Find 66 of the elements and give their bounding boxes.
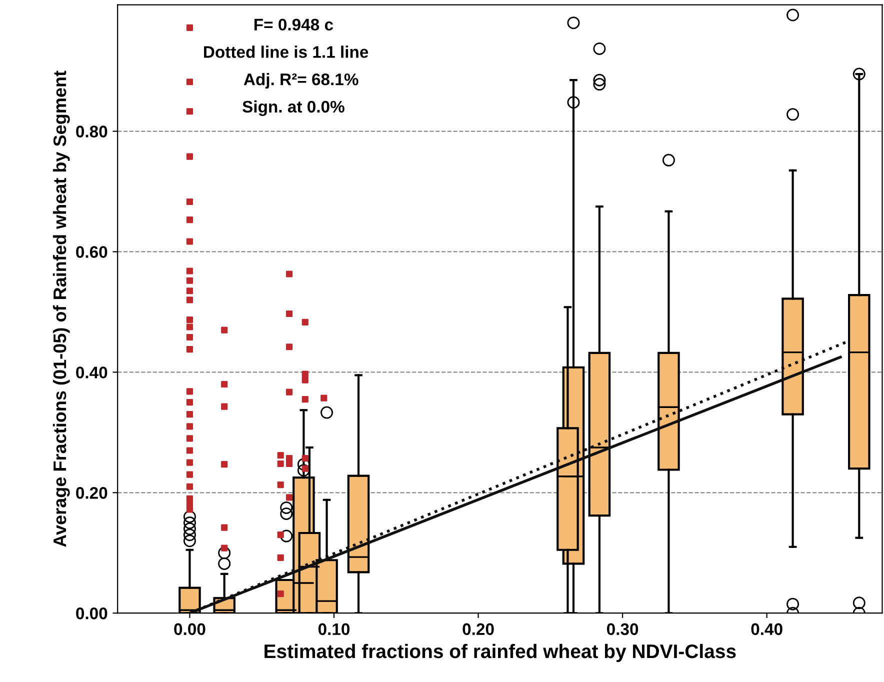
point [186, 388, 194, 395]
point [286, 270, 293, 278]
point [186, 471, 194, 478]
point [221, 461, 228, 468]
point [186, 495, 194, 502]
point [277, 452, 284, 459]
point [186, 501, 194, 508]
point [186, 324, 194, 330]
point [186, 316, 194, 324]
point [186, 153, 194, 160]
point [286, 494, 293, 501]
y-tick-label: 0.20 [76, 487, 108, 499]
annotation: Adj. R²= 68.1% [244, 73, 358, 89]
point [186, 238, 194, 245]
point [186, 216, 194, 224]
point [186, 268, 194, 274]
point [286, 344, 293, 350]
point [186, 198, 194, 206]
x-tick-label: 0.00 [174, 623, 206, 636]
annotation: Sign. at 0.0% [242, 100, 344, 116]
point [277, 532, 284, 538]
point [186, 483, 194, 490]
point [302, 396, 308, 403]
point [302, 376, 308, 384]
point [221, 403, 228, 410]
point [186, 288, 194, 294]
point [277, 460, 284, 468]
point [186, 435, 194, 442]
point [277, 590, 284, 598]
x-tick-label: 0.40 [751, 623, 782, 636]
point [302, 455, 308, 462]
point [277, 482, 284, 488]
y-tick-label: 0.80 [76, 126, 108, 138]
point [186, 459, 194, 466]
y-tick-label: 0.60 [76, 246, 108, 258]
point [286, 460, 293, 468]
point [286, 388, 293, 396]
x-tick-label: 0.10 [318, 623, 350, 636]
point [320, 394, 328, 402]
point [186, 277, 194, 284]
point [277, 554, 284, 561]
point [186, 334, 194, 341]
x-axis-title: Estimated fractions of rainfed wheat by NDVI-Class [264, 644, 736, 662]
point [186, 24, 194, 31]
point [221, 524, 228, 531]
point [186, 399, 194, 406]
annotation: Dotted line is 1.1 line [204, 46, 368, 58]
point [186, 296, 194, 304]
annotation: F= 0.948 c [254, 18, 334, 31]
y-tick-label: 0.40 [76, 366, 108, 378]
point [186, 447, 194, 454]
point [302, 370, 308, 378]
y-axis-title: Average Fractions (01-05) of Rainfed wheat by Segment [52, 70, 70, 547]
x-tick-label: 0.30 [606, 623, 638, 636]
point [186, 346, 194, 353]
x-tick-label: 0.20 [462, 623, 494, 636]
point [186, 78, 194, 86]
point [302, 318, 308, 326]
point [186, 423, 194, 430]
point [221, 544, 228, 552]
point [186, 108, 194, 115]
point [186, 411, 194, 418]
point [221, 326, 228, 334]
point [286, 310, 293, 318]
y-tick-label: 0.00 [76, 608, 108, 620]
point [221, 380, 228, 388]
